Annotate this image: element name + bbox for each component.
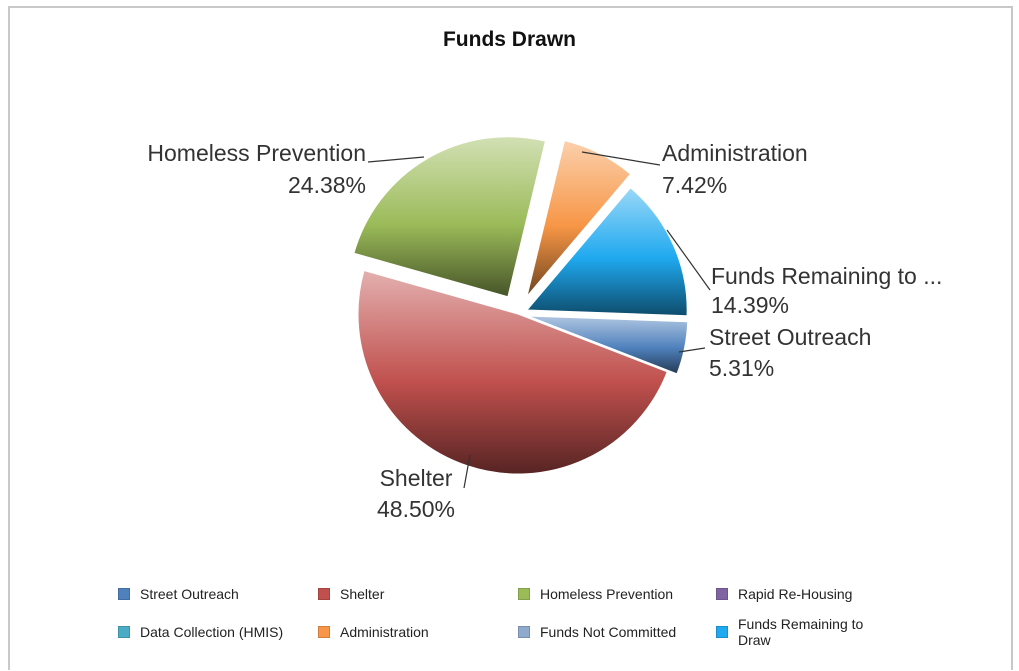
legend-label: Shelter bbox=[340, 586, 385, 602]
legend-label: Funds Remaining to Draw bbox=[738, 616, 864, 648]
slice-label: Funds Remaining to ... bbox=[711, 263, 942, 289]
leader-line bbox=[367, 156, 425, 163]
legend-item[interactable]: Rapid Re-Housing bbox=[716, 586, 852, 602]
slice-percent-label: 5.31% bbox=[709, 355, 774, 381]
legend-swatch bbox=[318, 626, 330, 638]
pie-slice-homeless-prevention[interactable] bbox=[353, 136, 546, 298]
chart-title: Funds Drawn bbox=[442, 28, 576, 51]
slice-label: Street Outreach bbox=[709, 324, 871, 350]
legend-item[interactable]: Funds Remaining to Draw bbox=[716, 616, 898, 648]
slice-percent-label: 24.38% bbox=[288, 172, 366, 198]
pie-slice-shelter[interactable] bbox=[357, 269, 668, 475]
slice-percent-label: 14.39% bbox=[711, 292, 789, 318]
chart-frame bbox=[8, 6, 1013, 670]
legend-item[interactable]: Funds Not Committed bbox=[518, 624, 676, 640]
legend-swatch bbox=[118, 588, 130, 600]
legend-label: Data Collection (HMIS) bbox=[140, 624, 284, 640]
legend-label: Administration bbox=[340, 624, 429, 640]
leader-line bbox=[666, 229, 711, 291]
legend-swatch bbox=[518, 588, 530, 600]
leader-line bbox=[678, 347, 706, 353]
legend-label: Funds Not Committed bbox=[540, 624, 677, 640]
legend-label: Rapid Re-Housing bbox=[738, 586, 853, 602]
pie-slice-administration[interactable] bbox=[526, 140, 632, 297]
slice-label: Shelter bbox=[380, 465, 453, 491]
slice-percent-label: 7.42% bbox=[662, 172, 727, 198]
legend-swatch bbox=[518, 626, 530, 638]
slice-label: Homeless Prevention bbox=[147, 140, 366, 166]
pie-slice-street-outreach[interactable] bbox=[527, 315, 689, 375]
legend-label: Street Outreach bbox=[140, 586, 239, 602]
leader-line bbox=[463, 454, 471, 489]
legend-item[interactable]: Street Outreach bbox=[118, 586, 239, 602]
leader-line bbox=[581, 151, 661, 166]
legend-swatch bbox=[716, 588, 728, 600]
legend-swatch bbox=[118, 626, 130, 638]
slice-percent-label: 48.50% bbox=[377, 496, 455, 522]
legend-label: Homeless Prevention bbox=[540, 586, 674, 602]
legend-swatch bbox=[716, 626, 728, 638]
pie-slice-funds-remaining-to-draw[interactable] bbox=[526, 187, 688, 317]
legend-swatch bbox=[318, 588, 330, 600]
legend-item[interactable]: Administration bbox=[318, 624, 429, 640]
legend-item[interactable]: Homeless Prevention bbox=[518, 586, 673, 602]
slice-label: Administration bbox=[662, 140, 808, 166]
legend-item[interactable]: Shelter bbox=[318, 586, 384, 602]
legend-item[interactable]: Data Collection (HMIS) bbox=[118, 624, 283, 640]
